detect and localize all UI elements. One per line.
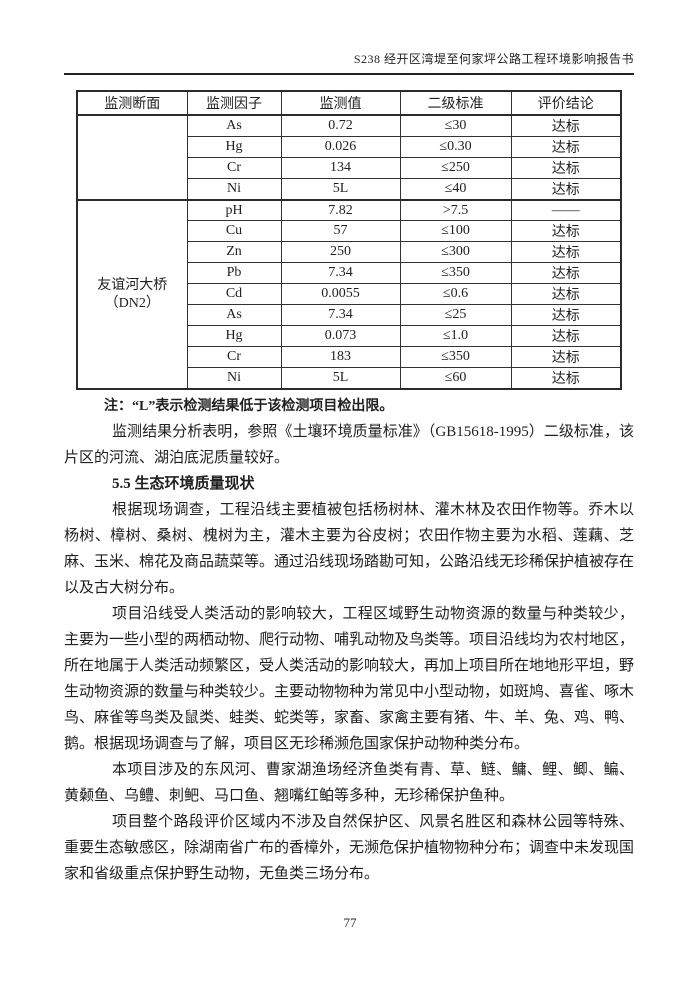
- conclusion-cell: 达标: [510, 262, 622, 284]
- table-row: Pb 7.34 ≤350 达标: [77, 262, 622, 284]
- value-cell: 7.82: [280, 199, 401, 221]
- table-row: Zn 250 ≤300 达标: [77, 241, 622, 263]
- standard-cell: ≤100: [399, 220, 512, 242]
- standard-cell: ≤350: [399, 346, 512, 368]
- factor-cell: pH: [186, 199, 282, 221]
- factor-cell: Pb: [186, 262, 282, 284]
- value-cell: 0.026: [280, 136, 401, 158]
- conclusion-cell: 达标: [510, 241, 622, 263]
- standard-cell: ≤1.0: [399, 325, 512, 347]
- factor-cell: Hg: [186, 325, 282, 347]
- section-cell-youyihe-bridge: 友谊河大桥 （DN2）: [76, 199, 188, 390]
- table-row: As 0.72 ≤30 达标: [76, 114, 622, 201]
- value-cell: 7.34: [280, 262, 401, 284]
- value-cell: 134: [280, 157, 401, 179]
- paragraph-vegetation: 根据现场调查，工程沿线主要植被包括杨树林、灌木林及农田作物等。乔木以杨树、樟树、…: [64, 502, 635, 596]
- factor-cell: Ni: [186, 178, 282, 201]
- value-cell: 7.34: [280, 304, 401, 326]
- table-row: Cr 183 ≤350 达标: [77, 346, 622, 368]
- conclusion-cell: 达标: [510, 304, 622, 326]
- col-header-factor: 监测因子: [186, 90, 282, 116]
- col-header-value: 监测值: [280, 90, 401, 116]
- table-row: 友谊河大桥 （DN2） pH 7.82 >7.5 ——: [76, 199, 622, 390]
- value-cell: 183: [280, 346, 401, 368]
- table-row: Cr 134 ≤250 达标: [77, 157, 622, 179]
- standard-cell: ≤25: [399, 304, 512, 326]
- running-header: S238 经开区湾堤至何家坪公路工程环境影响报告书: [64, 0, 634, 75]
- standard-cell: ≤30: [399, 114, 512, 137]
- standard-cell: ≤0.30: [399, 136, 512, 158]
- page-content: S238 经开区湾堤至何家坪公路工程环境影响报告书 监测断面 监测因子 监测值 …: [64, 0, 634, 887]
- conclusion-cell: 达标: [510, 178, 622, 201]
- paragraph-fish: 本项目涉及的东风河、曹家湖渔场经济鱼类有青、草、鲢、鳙、鲤、鲫、鳊、黄颡鱼、乌鳢…: [64, 762, 634, 804]
- value-cell: 0.073: [280, 325, 401, 347]
- paragraph-sensitive-area: 项目整个路段评价区域内不涉及自然保护区、风景名胜区和森林公园等特殊、重要生态敏感…: [64, 814, 635, 882]
- factor-cell: Hg: [186, 136, 282, 158]
- value-cell: 57: [280, 220, 401, 242]
- sediment-monitoring-table: 监测断面 监测因子 监测值 二级标准 评价结论 As 0.72 ≤30 达标 H…: [76, 90, 622, 390]
- conclusion-cell: 达标: [510, 136, 622, 158]
- standard-cell: ≤0.6: [399, 283, 512, 305]
- section-name: 友谊河大桥: [97, 277, 168, 293]
- value-cell: 0.72: [280, 114, 401, 137]
- factor-cell: Ni: [186, 367, 282, 390]
- conclusion-cell: 达标: [510, 367, 622, 390]
- paragraph-soil-conclusion: 监测结果分析表明，参照《土壤环境质量标准》（GB15618-1995）二级标准，…: [64, 424, 634, 466]
- table-row: Cu 57 ≤100 达标: [77, 220, 622, 242]
- value-cell: 0.0055: [280, 283, 401, 305]
- col-header-standard: 二级标准: [399, 90, 512, 116]
- standard-cell: ≤60: [399, 367, 512, 390]
- conclusion-cell: 达标: [510, 220, 622, 242]
- table-row: Ni 5L ≤40 达标: [77, 178, 622, 201]
- factor-cell: As: [186, 304, 282, 326]
- factor-cell: As: [186, 114, 282, 137]
- standard-cell: ≤300: [399, 241, 512, 263]
- section-code: （DN2）: [104, 295, 160, 311]
- page-number: 77: [343, 915, 357, 930]
- factor-cell: Zn: [186, 241, 282, 263]
- conclusion-cell: 达标: [510, 157, 622, 179]
- standard-cell: >7.5: [399, 199, 512, 221]
- conclusion-cell: 达标: [510, 325, 622, 347]
- conclusion-cell: ——: [510, 199, 622, 221]
- factor-cell: Cr: [186, 346, 282, 368]
- conclusion-cell: 达标: [510, 114, 622, 137]
- factor-cell: Cu: [186, 220, 282, 242]
- section-cell-empty: [76, 114, 188, 201]
- conclusion-cell: 达标: [510, 283, 622, 305]
- standard-cell: ≤40: [399, 178, 512, 201]
- factor-cell: Cr: [186, 157, 282, 179]
- body-text: 监测结果分析表明，参照《土壤环境质量标准》（GB15618-1995）二级标准，…: [64, 419, 634, 887]
- paragraph-wildlife: 项目沿线受人类活动的影响较大，工程区域野生动物资源的数量与种类较少，主要为一些小…: [64, 606, 635, 752]
- factor-cell: Cd: [186, 283, 282, 305]
- table-row: Ni 5L ≤60 达标: [77, 367, 622, 390]
- table-row: Hg 0.073 ≤1.0 达标: [77, 325, 622, 347]
- value-cell: 5L: [280, 367, 401, 390]
- value-cell: 250: [280, 241, 401, 263]
- table-header-row: 监测断面 监测因子 监测值 二级标准 评价结论: [76, 90, 622, 116]
- standard-cell: ≤350: [399, 262, 512, 284]
- table-row: Cd 0.0055 ≤0.6 达标: [77, 283, 622, 305]
- col-header-section: 监测断面: [76, 90, 188, 116]
- value-cell: 5L: [280, 178, 401, 201]
- conclusion-cell: 达标: [510, 346, 622, 368]
- table-footnote: 注：“L”表示检测结果低于该检测项目检出限。: [104, 399, 394, 414]
- section-heading-5-5: 5.5 生态环境质量现状: [112, 476, 255, 492]
- standard-cell: ≤250: [399, 157, 512, 179]
- col-header-conclusion: 评价结论: [510, 90, 622, 116]
